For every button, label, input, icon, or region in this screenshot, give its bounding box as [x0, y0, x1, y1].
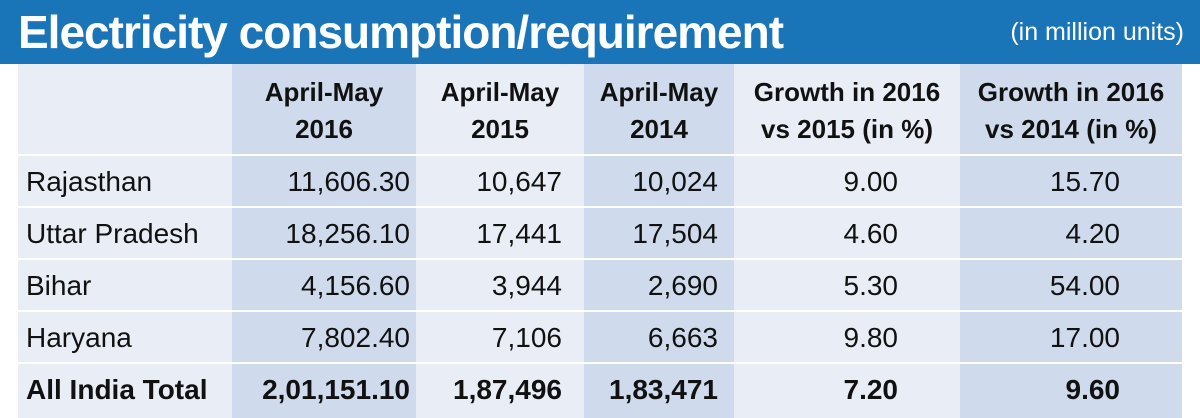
header-april-may-2015: April-May 2015 [440, 77, 560, 144]
value-2015: 3,944 [491, 270, 562, 301]
growth-vs-2015: 9.00 [843, 166, 899, 197]
value-2015: 10,647 [476, 166, 562, 197]
value-2014: 10,024 [632, 166, 718, 197]
growth-vs-2014: 4.20 [1065, 218, 1121, 249]
value-2016: 2,01,151.10 [262, 374, 410, 405]
title-bar: Electricity consumption/requirement (in … [0, 0, 1200, 64]
growth-vs-2015: 5.30 [843, 270, 899, 301]
row-label: All India Total [26, 374, 208, 405]
row-divider [18, 258, 1182, 260]
value-2014: 6,663 [647, 322, 718, 353]
row-divider [18, 362, 1182, 364]
value-2016: 4,156.60 [301, 270, 410, 301]
value-2016: 11,606.30 [287, 166, 411, 197]
column-band-growth-2014 [960, 64, 1182, 418]
growth-vs-2014: 17.00 [1049, 322, 1120, 353]
growth-vs-2014: 15.70 [1049, 166, 1120, 197]
row-label: Haryana [26, 322, 132, 353]
value-2015: 17,441 [476, 218, 562, 249]
value-2015: 7,106 [491, 322, 562, 353]
value-2014: 2,690 [647, 270, 718, 301]
value-2016: 7,802.40 [301, 322, 410, 353]
row-label: Bihar [26, 270, 92, 301]
chart-title: Electricity consumption/requirement [18, 6, 784, 58]
header-growth-2016-vs-2014: Growth in 2016 vs 2014 (in %) [977, 77, 1165, 144]
header-april-may-2016: April-May 2016 [264, 77, 384, 144]
growth-vs-2014: 54.00 [1049, 270, 1120, 301]
table-row-uttar-pradesh: Uttar Pradesh 18,256.10 17,441 17,504 4.… [18, 208, 1182, 260]
column-band-2014 [584, 64, 734, 418]
table-row-rajasthan: Rajasthan 11,606.30 10,647 10,024 9.00 1… [18, 156, 1182, 208]
units-note: (in million units) [1010, 18, 1184, 46]
value-2014: 17,504 [632, 218, 718, 249]
row-divider [18, 206, 1182, 208]
data-table: April-May 2016 April-May 2015 April-May 201… [18, 64, 1182, 418]
row-divider [18, 154, 1182, 156]
header-growth-2016-vs-2015: Growth in 2016 vs 2015 (in %) [753, 77, 941, 144]
row-label: Rajasthan [26, 166, 153, 197]
table-row-haryana: Haryana 7,802.40 7,106 6,663 9.80 17.00 [18, 312, 1182, 364]
row-divider [18, 310, 1182, 312]
header-april-may-2014: April-May 2014 [599, 77, 719, 144]
value-2015: 1,87,496 [453, 374, 562, 405]
value-2014: 1,83,471 [609, 374, 718, 405]
value-2016: 18,256.10 [285, 218, 410, 249]
growth-vs-2015: 4.60 [843, 218, 899, 249]
growth-vs-2015: 9.80 [843, 322, 899, 353]
column-band-2016 [232, 64, 416, 418]
row-label: Uttar Pradesh [26, 218, 199, 249]
table-row-bihar: Bihar 4,156.60 3,944 2,690 5.30 54.00 [18, 260, 1182, 312]
growth-vs-2014: 9.60 [1065, 374, 1121, 405]
growth-vs-2015: 7.20 [843, 374, 899, 405]
table-row-all-india-total: All India Total 2,01,151.10 1,87,496 1,8… [18, 364, 1182, 416]
